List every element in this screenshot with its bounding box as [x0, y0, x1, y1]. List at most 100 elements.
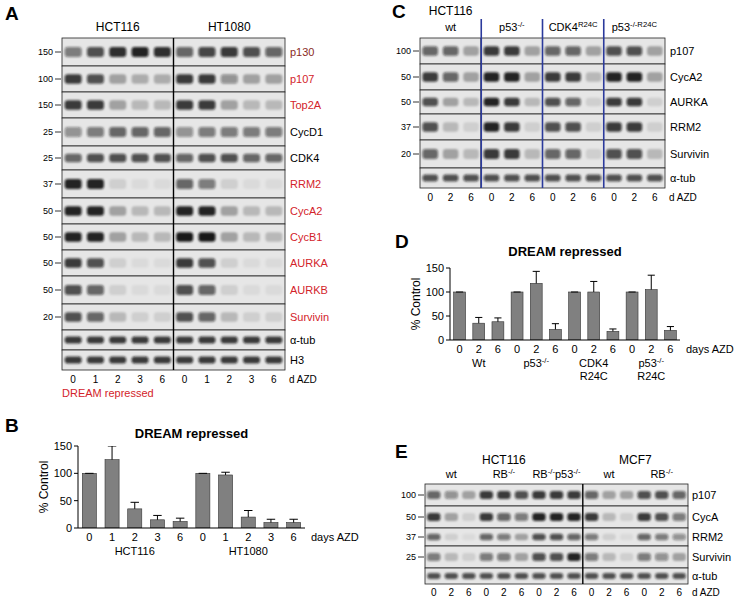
label-part: -/-	[517, 20, 525, 29]
band	[154, 74, 171, 83]
panel-label: B	[5, 415, 19, 436]
error-cap	[609, 328, 616, 329]
band	[606, 72, 622, 81]
band	[265, 232, 282, 241]
mw-dash	[55, 290, 61, 291]
band	[132, 154, 149, 163]
blot-strip	[425, 506, 688, 528]
mw-dash	[55, 79, 61, 80]
lane-label: 0	[489, 192, 495, 203]
band	[525, 122, 541, 131]
error-stem	[536, 271, 537, 283]
protein-label: CycA2	[290, 205, 322, 217]
band	[602, 491, 615, 499]
header-divider	[173, 38, 174, 370]
band	[243, 179, 260, 189]
label-part: -/-	[666, 467, 674, 476]
band	[647, 98, 663, 107]
band	[638, 491, 651, 499]
band	[221, 285, 238, 295]
band	[198, 312, 215, 321]
protein-label: CycA	[692, 511, 719, 523]
error-bar	[648, 275, 655, 289]
band	[463, 98, 479, 107]
bar	[626, 292, 638, 340]
protein-label: AURKA	[290, 257, 329, 269]
band	[154, 179, 171, 189]
label: Wt	[472, 357, 485, 369]
label: HCT116	[96, 20, 140, 34]
protein-label: α-tub	[670, 172, 695, 184]
error-bar	[289, 519, 297, 522]
band	[620, 553, 633, 561]
band	[154, 127, 171, 137]
error-stem	[497, 318, 498, 322]
bar	[219, 475, 233, 528]
header-divider	[582, 484, 583, 584]
lane-label: 6	[519, 587, 525, 598]
band	[525, 98, 541, 107]
band	[586, 72, 602, 81]
lane-label: 6	[624, 587, 630, 598]
band	[484, 46, 500, 55]
band	[87, 356, 104, 363]
bar	[588, 292, 600, 340]
y-tick	[446, 268, 450, 269]
protein-label: Survivin	[692, 551, 731, 563]
mw-dash	[413, 102, 419, 103]
band	[198, 179, 215, 189]
band	[620, 491, 633, 499]
band	[638, 534, 651, 540]
band	[627, 122, 643, 131]
band	[176, 206, 193, 215]
protein-label: p107	[670, 45, 694, 57]
error-bar	[131, 502, 139, 509]
band	[65, 232, 82, 241]
band	[484, 122, 500, 131]
band	[109, 179, 126, 189]
band	[427, 573, 440, 579]
error-cap	[571, 292, 578, 293]
mw-label: 150	[38, 100, 53, 110]
protein-label: Top2A	[290, 99, 322, 111]
panel-label: E	[395, 441, 408, 462]
mw-label: 50	[406, 512, 416, 522]
band	[243, 47, 260, 57]
mw-label: 50	[401, 72, 411, 82]
band	[463, 46, 479, 55]
band	[565, 72, 581, 81]
error-cap	[514, 292, 521, 293]
band	[647, 72, 663, 81]
band	[585, 573, 598, 579]
error-stem	[157, 515, 158, 519]
band	[565, 122, 581, 131]
band	[545, 149, 561, 159]
band	[109, 127, 126, 137]
x-tick-label: 0	[572, 343, 578, 355]
band	[480, 553, 493, 561]
label: p53-/-R24C	[612, 20, 658, 33]
band	[176, 74, 193, 83]
band	[109, 47, 126, 57]
error-cap	[244, 510, 252, 511]
mw-dash	[413, 77, 419, 78]
band	[638, 513, 651, 521]
bar-chart: DREAM repressed% Control0501001500260260…	[409, 244, 734, 382]
protein-label: p107	[290, 73, 314, 85]
band	[198, 154, 215, 163]
error-bar	[267, 519, 275, 522]
y-tick-label: 100	[426, 286, 444, 298]
x-tick-label: 6	[552, 343, 558, 355]
band	[550, 513, 563, 521]
band	[463, 174, 479, 181]
lane-label: 6	[160, 374, 166, 385]
error-cap	[590, 281, 597, 282]
lane-label: 6	[571, 587, 577, 598]
protein-label: RRM2	[692, 531, 723, 543]
band	[87, 206, 104, 215]
band	[545, 174, 561, 181]
label: HCT116	[482, 453, 526, 467]
blot-strip	[425, 568, 688, 584]
band	[655, 534, 668, 540]
band	[673, 573, 686, 579]
